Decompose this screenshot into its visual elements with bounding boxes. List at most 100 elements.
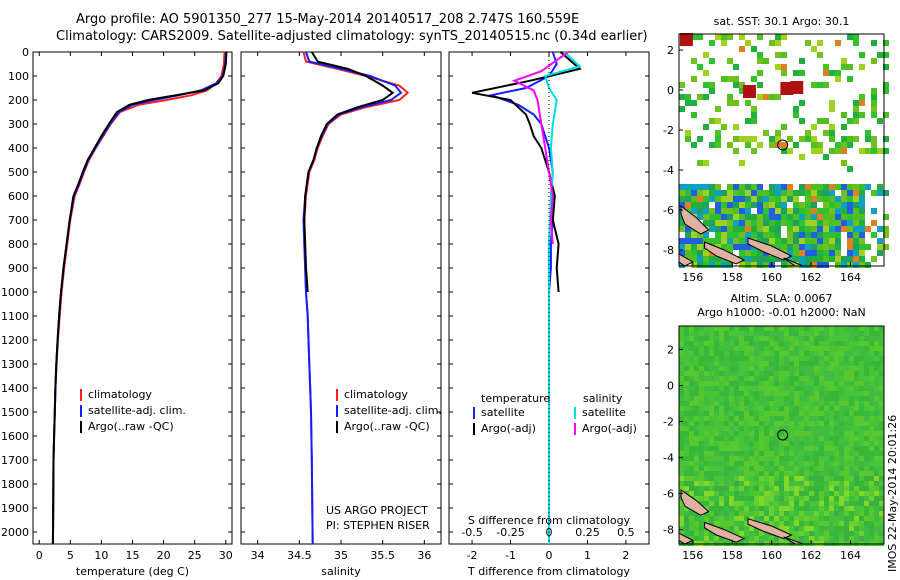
- sla-cell: [699, 371, 704, 376]
- sla-cell: [839, 451, 844, 456]
- sla-cell: [764, 351, 769, 356]
- sla-cell: [819, 371, 824, 376]
- sst-cell: [817, 118, 823, 124]
- sla-cell: [699, 436, 704, 441]
- sla-cell: [694, 466, 699, 471]
- sst-cell: [757, 202, 763, 208]
- sla-cell: [849, 371, 854, 376]
- sst-cell: [835, 250, 841, 256]
- sla-cell: [699, 421, 704, 426]
- sla-cell: [784, 331, 789, 336]
- sla-cell: [849, 436, 854, 441]
- sst-cell: [751, 106, 757, 112]
- sla-cell: [724, 371, 729, 376]
- sla-cell: [734, 406, 739, 411]
- sla-cell: [814, 496, 819, 501]
- sla-cell: [769, 336, 774, 341]
- sst-cell: [685, 196, 691, 202]
- sla-cell: [779, 386, 784, 391]
- sla-cell: [759, 511, 764, 516]
- sla-cell: [804, 351, 809, 356]
- sst-cell: [847, 142, 853, 148]
- sla-cell: [824, 506, 829, 511]
- sla-cell: [724, 336, 729, 341]
- diff-series-argo: [471, 51, 582, 293]
- sla-cell: [859, 516, 864, 521]
- sla-ytick-label: -6: [663, 488, 674, 501]
- sst-cell: [829, 106, 835, 112]
- sla-cell: [724, 526, 729, 531]
- sla-cell: [694, 391, 699, 396]
- sla-cell: [719, 461, 724, 466]
- sla-cell: [714, 401, 719, 406]
- sla-cell: [869, 346, 874, 351]
- sst-cell: [733, 64, 739, 70]
- sst-cell: [793, 70, 799, 76]
- sst-cell: [727, 226, 733, 232]
- sla-cell: [839, 366, 844, 371]
- sla-cell: [734, 381, 739, 386]
- sla-cell: [709, 351, 714, 356]
- sla-cell: [844, 466, 849, 471]
- title-line-1: Argo profile: AO 5901350_277 15-May-2014…: [76, 12, 580, 27]
- sla-cell: [819, 476, 824, 481]
- sst-cell: [751, 256, 757, 262]
- sla-cell: [824, 431, 829, 436]
- sst-cell: [847, 76, 853, 82]
- sst-cell: [781, 142, 787, 148]
- sla-cell: [864, 421, 869, 426]
- sla-cell: [679, 426, 684, 431]
- sla-cell: [734, 466, 739, 471]
- sst-cell: [775, 190, 781, 196]
- sla-cell: [869, 536, 874, 541]
- sla-cell: [864, 371, 869, 376]
- sst-cell: [679, 238, 685, 244]
- temp-legend-label: satellite-adj. clim.: [88, 404, 186, 417]
- sla-cell: [814, 471, 819, 476]
- sla-ytick-label: -2: [663, 415, 674, 428]
- sla-cell: [694, 536, 699, 541]
- sla-cell: [759, 341, 764, 346]
- sst-cell: [715, 208, 721, 214]
- sla-cell: [699, 386, 704, 391]
- sla-cell: [694, 396, 699, 401]
- sla-cell: [774, 511, 779, 516]
- sla-cell: [839, 346, 844, 351]
- sla-cell: [794, 441, 799, 446]
- sla-cell: [769, 411, 774, 416]
- sla-cell: [819, 436, 824, 441]
- sla-cell: [869, 516, 874, 521]
- sla-cell: [789, 381, 794, 386]
- sla-cell: [714, 421, 719, 426]
- sla-cell: [684, 416, 689, 421]
- sla-cell: [729, 476, 734, 481]
- sla-cell: [804, 411, 809, 416]
- sla-cell: [734, 361, 739, 366]
- sla-cell: [834, 361, 839, 366]
- sla-cell: [869, 331, 874, 336]
- sla-cell: [764, 466, 769, 471]
- sst-cell: [817, 244, 823, 250]
- sst-cell: [751, 76, 757, 82]
- sst-cell: [799, 202, 805, 208]
- sst-cell: [787, 190, 793, 196]
- sst-cell: [757, 238, 763, 244]
- sst-cell: [745, 136, 751, 142]
- sla-cell: [704, 386, 709, 391]
- sla-cell: [714, 381, 719, 386]
- sst-cell: [775, 94, 781, 100]
- sla-cell: [824, 501, 829, 506]
- sla-cell: [839, 526, 844, 531]
- sla-cell: [879, 486, 884, 491]
- sla-cell: [879, 436, 884, 441]
- sla-cell: [869, 466, 874, 471]
- sla-cell: [744, 501, 749, 506]
- sst-cell: [811, 184, 817, 190]
- sla-cell: [714, 351, 719, 356]
- sst-cell: [811, 244, 817, 250]
- sla-cell: [704, 496, 709, 501]
- sla-cell: [679, 396, 684, 401]
- sla-cell: [769, 481, 774, 486]
- sla-cell: [844, 521, 849, 526]
- sst-cell: [781, 34, 787, 40]
